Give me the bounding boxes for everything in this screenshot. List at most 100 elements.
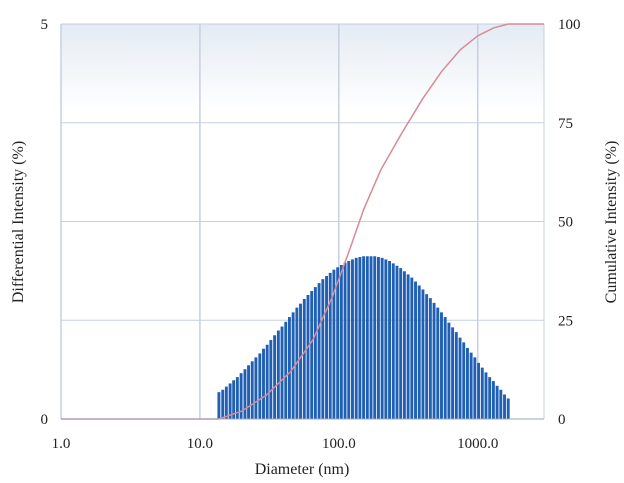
intensity-bar (399, 268, 403, 419)
intensity-bar (402, 271, 406, 419)
intensity-bar (325, 276, 328, 419)
intensity-bar (232, 380, 236, 419)
intensity-bar (421, 289, 425, 419)
intensity-bar (414, 281, 417, 419)
y-left-tick-labels: 05 (41, 17, 49, 428)
intensity-bar (276, 330, 280, 419)
intensity-bar (262, 348, 265, 419)
intensity-bar (321, 279, 325, 419)
intensity-bar (380, 257, 384, 419)
y-right-tick-labels: 0 25 50 75 100 (558, 17, 581, 428)
intensity-bar (443, 317, 447, 419)
cumulative-intensity-line (61, 23, 544, 420)
intensity-bar (310, 291, 314, 419)
intensity-bar (347, 261, 351, 419)
intensity-bar (336, 267, 340, 419)
intensity-bar (306, 294, 310, 419)
intensity-bar (384, 259, 388, 419)
intensity-bar (224, 386, 228, 419)
x-axis-title: Diameter (nm) (255, 461, 350, 478)
intensity-bar (250, 361, 254, 419)
x-tick-label: 1.0 (52, 436, 71, 452)
intensity-bar (417, 285, 421, 419)
intensity-bar (469, 352, 473, 419)
y-left-tick-label: 0 (41, 412, 49, 428)
x-tick-label: 10.0 (187, 436, 213, 452)
intensity-bar (228, 383, 232, 419)
intensity-bar (265, 344, 269, 419)
intensity-bar (273, 335, 277, 419)
intensity-bar (221, 389, 225, 419)
intensity-bar (462, 342, 466, 419)
intensity-bar (343, 262, 347, 419)
intensity-bar (369, 256, 373, 419)
intensity-bar (254, 357, 258, 419)
intensity-bar (491, 381, 495, 419)
intensity-bar (473, 357, 477, 419)
intensity-bar (354, 257, 358, 419)
intensity-bar (299, 303, 302, 419)
intensity-bar (436, 307, 440, 419)
intensity-bar (313, 287, 317, 419)
intensity-bar (506, 398, 510, 419)
x-tick-label: 1000.0 (457, 436, 498, 452)
intensity-bar (495, 385, 499, 419)
intensity-bar (488, 377, 492, 419)
intensity-bar (269, 340, 273, 419)
x-tick-label: 100.0 (322, 436, 356, 452)
intensity-bar (503, 394, 506, 419)
intensity-bar (217, 392, 221, 419)
y-right-axis-title: Cumulative Intensity (%) (603, 141, 620, 304)
y-right-tick-label: 100 (558, 17, 581, 33)
intensity-bar (235, 377, 239, 419)
intensity-bar (391, 263, 395, 419)
intensity-bar (239, 373, 243, 419)
intensity-bar (339, 264, 343, 419)
intensity-bar (451, 327, 455, 419)
intensity-bar (477, 362, 481, 419)
intensity-bar (447, 322, 451, 419)
intensity-bar (484, 372, 488, 419)
gridlines (60, 23, 545, 419)
intensity-bar (395, 265, 399, 419)
y-left-axis-title: Differential Intensity (%) (10, 141, 27, 303)
intensity-bar (440, 312, 443, 419)
intensity-bar (351, 259, 354, 419)
intensity-bar (406, 274, 410, 419)
x-tick-labels: 1.0 10.0 100.0 1000.0 (52, 436, 499, 452)
cumulative-line (61, 23, 544, 420)
intensity-bar (328, 272, 332, 419)
y-right-tick-label: 25 (558, 313, 573, 329)
intensity-bar (291, 312, 295, 419)
y-left-tick-label: 5 (41, 17, 49, 33)
intensity-bar (284, 321, 288, 419)
intensity-bar (317, 283, 321, 419)
intensity-bar (287, 317, 291, 419)
intensity-bar (480, 367, 484, 419)
intensity-bar (425, 294, 429, 419)
intensity-bar (388, 261, 391, 419)
y-right-tick-label: 75 (558, 116, 573, 132)
intensity-bar (243, 369, 247, 419)
intensity-bar (428, 298, 432, 419)
intensity-bar (365, 256, 369, 419)
differential-intensity-bars (217, 256, 510, 419)
intensity-bar (432, 302, 436, 419)
intensity-bar (332, 269, 336, 419)
intensity-bar (377, 257, 380, 419)
intensity-bar (499, 389, 503, 419)
intensity-bar (258, 353, 262, 419)
y-right-tick-label: 0 (558, 412, 566, 428)
intensity-bar (458, 337, 462, 419)
y-right-tick-label: 50 (558, 215, 573, 231)
intensity-bar (358, 257, 362, 419)
intensity-bar (280, 326, 284, 419)
intensity-bar (466, 347, 469, 419)
intensity-bar (362, 256, 366, 419)
intensity-bar (454, 332, 458, 419)
intensity-bar (302, 298, 306, 419)
intensity-bar (247, 365, 250, 419)
intensity-bar (410, 277, 414, 419)
intensity-bar (373, 256, 377, 419)
